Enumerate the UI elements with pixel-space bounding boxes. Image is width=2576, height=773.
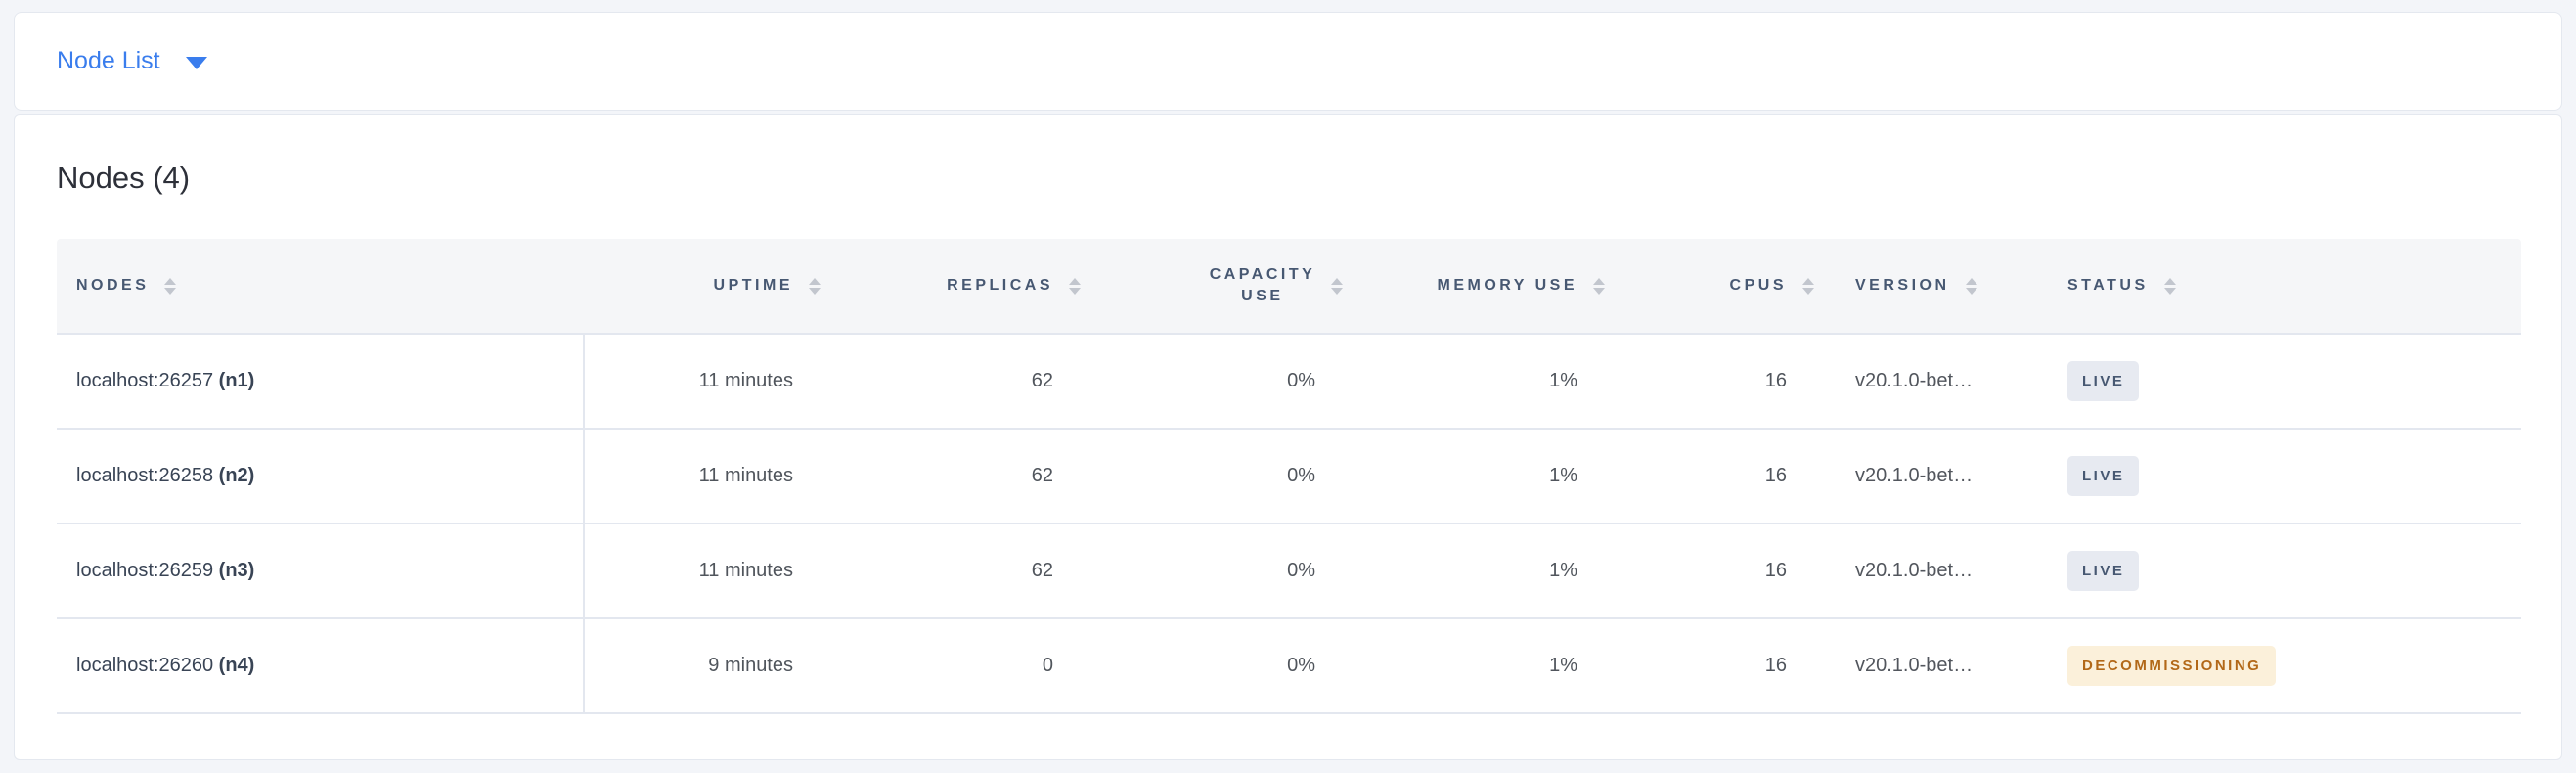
column-header-label: UPTIME [713, 277, 793, 294]
replicas-cell: 0 [828, 618, 1088, 714]
version-cell: v20.1.0-bet… [1822, 334, 2060, 430]
nodes-table: NODES UPTIME REPLICAS [57, 239, 2521, 714]
capacity-use-cell: 0% [1088, 429, 1351, 524]
node-address-cell: localhost:26258 (n2) [57, 429, 585, 524]
column-header-label: CPUS [1729, 277, 1787, 294]
node-address: localhost:26257 [76, 370, 214, 391]
column-header-nodes[interactable]: NODES [57, 239, 584, 335]
column-header-version[interactable]: VERSION [1822, 239, 2060, 335]
version-cell: v20.1.0-bet… [1822, 618, 2060, 714]
table-row: localhost:26260 (n4) 9 minutes 0 0% 1% 1… [57, 618, 2521, 714]
sort-icon [164, 277, 177, 295]
capacity-use-cell: 0% [1088, 523, 1351, 619]
memory-use-cell: 1% [1351, 429, 1613, 524]
capacity-use-cell: 0% [1088, 618, 1351, 714]
uptime-cell: 9 minutes [584, 618, 828, 714]
node-id: (n3) [218, 560, 255, 581]
memory-use-cell: 1% [1351, 618, 1613, 714]
node-address-cell: localhost:26260 (n4) [57, 618, 585, 714]
page-title: Nodes (4) [57, 160, 191, 195]
sort-icon [1965, 277, 1977, 295]
sort-icon [809, 277, 821, 295]
replicas-cell: 62 [828, 429, 1088, 524]
version-cell: v20.1.0-bet… [1822, 523, 2060, 619]
version-cell: v20.1.0-bet… [1822, 429, 2060, 524]
status-cell: LIVE [2060, 429, 2521, 524]
node-id: (n4) [218, 655, 255, 676]
table-row: localhost:26259 (n3) 11 minutes 62 0% 1%… [57, 523, 2521, 619]
cpus-cell: 16 [1613, 523, 1822, 619]
table-row: localhost:26258 (n2) 11 minutes 62 0% 1%… [57, 429, 2521, 524]
column-header-status[interactable]: STATUS [2060, 239, 2521, 335]
node-address: localhost:26259 [76, 560, 214, 581]
column-header-capacity-use[interactable]: CAPACITY USE [1088, 239, 1351, 335]
node-list-dropdown[interactable]: Node List [57, 49, 207, 73]
node-id: (n2) [218, 465, 255, 486]
node-address-cell: localhost:26257 (n1) [57, 334, 585, 430]
sort-icon [1069, 277, 1081, 295]
uptime-cell: 11 minutes [584, 523, 828, 619]
nodes-panel: Nodes (4) NODES UPTIME [14, 114, 2562, 760]
column-header-replicas[interactable]: REPLICAS [828, 239, 1088, 335]
memory-use-cell: 1% [1351, 523, 1613, 619]
uptime-cell: 11 minutes [584, 334, 828, 430]
column-header-uptime[interactable]: UPTIME [584, 239, 828, 335]
table-header-row: NODES UPTIME REPLICAS [57, 239, 2521, 335]
uptime-cell: 11 minutes [584, 429, 828, 524]
sort-icon [2163, 277, 2176, 295]
replicas-cell: 62 [828, 334, 1088, 430]
status-badge: LIVE [2067, 551, 2140, 591]
node-address: localhost:26258 [76, 465, 214, 486]
table-row: localhost:26257 (n1) 11 minutes 62 0% 1%… [57, 334, 2521, 430]
column-header-label: MEMORY USE [1437, 277, 1577, 294]
capacity-use-cell: 0% [1088, 334, 1351, 430]
view-selector-bar: Node List [14, 12, 2562, 111]
sort-icon [1802, 277, 1814, 295]
node-address: localhost:26260 [76, 655, 214, 676]
cpus-cell: 16 [1613, 429, 1822, 524]
status-badge: DECOMMISSIONING [2067, 646, 2277, 686]
cpus-cell: 16 [1613, 618, 1822, 714]
cpus-cell: 16 [1613, 334, 1822, 430]
node-address-cell: localhost:26259 (n3) [57, 523, 585, 619]
column-header-cpus[interactable]: CPUS [1613, 239, 1822, 335]
memory-use-cell: 1% [1351, 334, 1613, 430]
sort-icon [1593, 277, 1605, 295]
node-id: (n1) [218, 370, 255, 391]
column-header-label: CAPACITY USE [1209, 266, 1316, 304]
sort-icon [1331, 277, 1343, 295]
status-cell: LIVE [2060, 523, 2521, 619]
node-list-dropdown-label: Node List [57, 47, 160, 74]
column-header-memory-use[interactable]: MEMORY USE [1351, 239, 1613, 335]
column-header-label: NODES [76, 277, 150, 294]
chevron-down-icon [185, 56, 207, 69]
column-header-label: VERSION [1855, 277, 1950, 294]
column-header-label: REPLICAS [947, 277, 1053, 294]
status-cell: LIVE [2060, 334, 2521, 430]
column-header-label: STATUS [2067, 277, 2149, 294]
status-cell: DECOMMISSIONING [2060, 618, 2521, 714]
status-badge: LIVE [2067, 456, 2140, 496]
replicas-cell: 62 [828, 523, 1088, 619]
status-badge: LIVE [2067, 361, 2140, 401]
